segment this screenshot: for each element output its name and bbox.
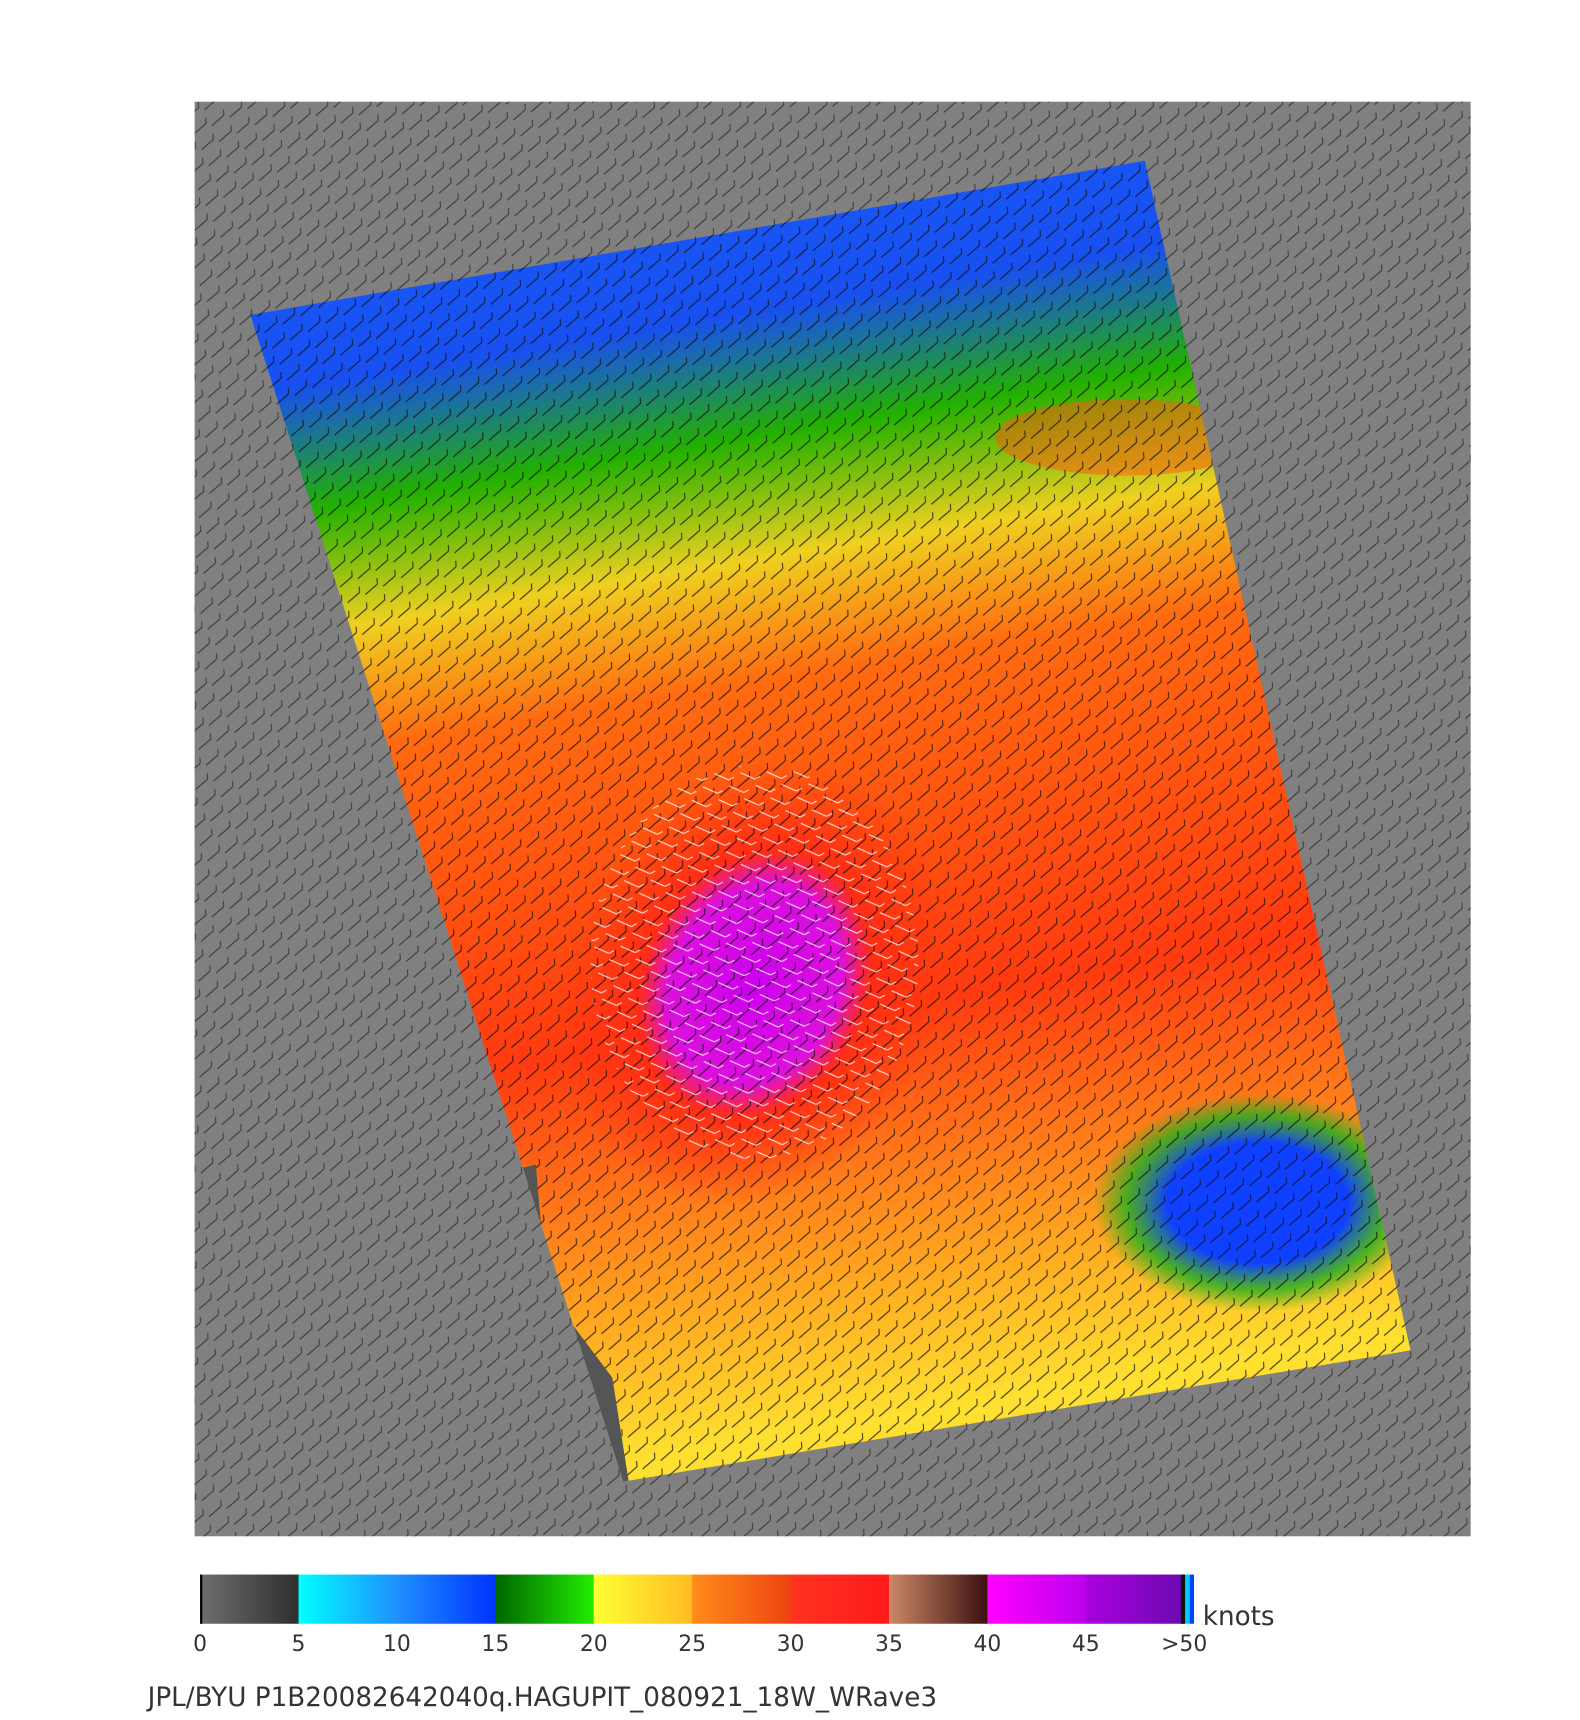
tick-label: 35 — [875, 1632, 903, 1657]
tick-label: 5 — [292, 1632, 306, 1657]
color-segment-end — [1180, 1574, 1186, 1624]
color-segment — [298, 1574, 398, 1624]
tick-label: 20 — [580, 1632, 608, 1657]
color-segment — [593, 1574, 693, 1624]
color-segment-end — [1185, 1574, 1190, 1624]
tick-label: >50 — [1161, 1632, 1207, 1657]
color-segment — [790, 1574, 890, 1624]
tick-label: 15 — [481, 1632, 509, 1657]
color-bar: 0 5 10 15 20 25 30 35 40 45 >50 — [193, 1574, 1207, 1657]
tick-label: 25 — [678, 1632, 706, 1657]
color-segment — [987, 1574, 1087, 1624]
tick-label: 45 — [1072, 1632, 1100, 1657]
color-segment — [1085, 1574, 1185, 1624]
footer: JPL/BYU P1B20082642040q.HAGUPIT_080921_1… — [146, 1683, 937, 1713]
tick-label: 10 — [383, 1632, 411, 1657]
color-segment — [888, 1574, 988, 1624]
color-bar-start — [200, 1574, 203, 1624]
tick-label: 30 — [777, 1632, 805, 1657]
color-segment — [396, 1574, 496, 1624]
color-segment — [692, 1574, 792, 1624]
unit-label: knots — [1203, 1602, 1275, 1632]
color-segment-end — [1189, 1574, 1195, 1624]
tick-label: 40 — [973, 1632, 1001, 1657]
tick-label: 0 — [193, 1632, 207, 1657]
color-segment — [495, 1574, 595, 1624]
color-segment — [200, 1574, 300, 1624]
